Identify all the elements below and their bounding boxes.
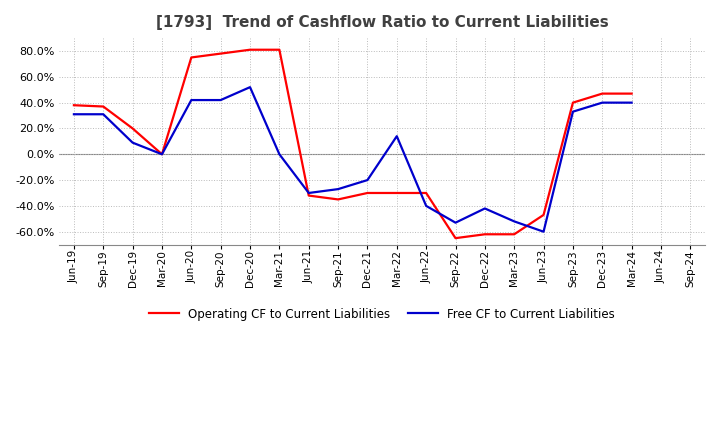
Operating CF to Current Liabilities (334, 197, 343, 202)
Operating CF to Current Liabilities (275, 47, 284, 52)
Operating CF to Current Liabilities (422, 191, 431, 196)
Free CF to Current Liabilities (539, 229, 548, 235)
Free CF to Current Liabilities (275, 152, 284, 157)
Operating CF to Current Liabilities (451, 235, 460, 241)
Free CF to Current Liabilities (598, 100, 606, 105)
Operating CF to Current Liabilities (480, 231, 489, 237)
Operating CF to Current Liabilities (392, 191, 401, 196)
Operating CF to Current Liabilities (70, 103, 78, 108)
Line: Operating CF to Current Liabilities: Operating CF to Current Liabilities (74, 50, 631, 238)
Operating CF to Current Liabilities (158, 152, 166, 157)
Operating CF to Current Liabilities (216, 51, 225, 56)
Free CF to Current Liabilities (422, 203, 431, 209)
Free CF to Current Liabilities (510, 219, 518, 224)
Operating CF to Current Liabilities (128, 126, 137, 131)
Operating CF to Current Liabilities (510, 231, 518, 237)
Free CF to Current Liabilities (216, 97, 225, 103)
Free CF to Current Liabilities (99, 112, 107, 117)
Free CF to Current Liabilities (392, 134, 401, 139)
Free CF to Current Liabilities (334, 187, 343, 192)
Operating CF to Current Liabilities (627, 91, 636, 96)
Free CF to Current Liabilities (627, 100, 636, 105)
Legend: Operating CF to Current Liabilities, Free CF to Current Liabilities: Operating CF to Current Liabilities, Fre… (145, 303, 620, 326)
Operating CF to Current Liabilities (598, 91, 606, 96)
Free CF to Current Liabilities (158, 152, 166, 157)
Operating CF to Current Liabilities (569, 100, 577, 105)
Operating CF to Current Liabilities (187, 55, 196, 60)
Free CF to Current Liabilities (569, 109, 577, 114)
Operating CF to Current Liabilities (246, 47, 254, 52)
Free CF to Current Liabilities (70, 112, 78, 117)
Free CF to Current Liabilities (480, 206, 489, 211)
Operating CF to Current Liabilities (99, 104, 107, 109)
Operating CF to Current Liabilities (539, 212, 548, 217)
Free CF to Current Liabilities (363, 177, 372, 183)
Free CF to Current Liabilities (451, 220, 460, 225)
Free CF to Current Liabilities (187, 97, 196, 103)
Title: [1793]  Trend of Cashflow Ratio to Current Liabilities: [1793] Trend of Cashflow Ratio to Curren… (156, 15, 608, 30)
Free CF to Current Liabilities (305, 191, 313, 196)
Line: Free CF to Current Liabilities: Free CF to Current Liabilities (74, 87, 631, 232)
Operating CF to Current Liabilities (305, 193, 313, 198)
Free CF to Current Liabilities (246, 84, 254, 90)
Free CF to Current Liabilities (128, 140, 137, 145)
Operating CF to Current Liabilities (363, 191, 372, 196)
